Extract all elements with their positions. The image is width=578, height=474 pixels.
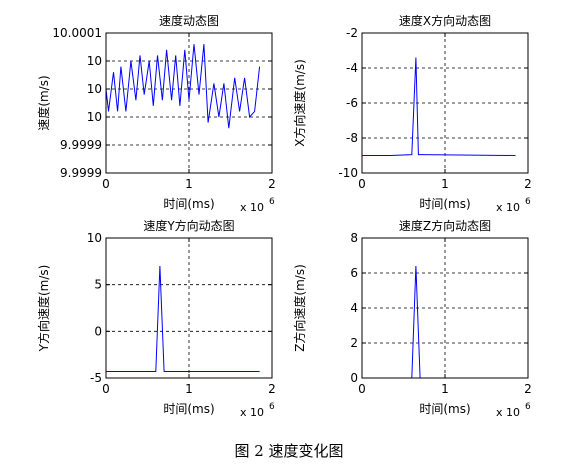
- y-tick-label: 10.0001: [52, 26, 102, 40]
- y-tick-label: -10: [338, 166, 358, 180]
- chart-title: 速度Y方向动态图: [143, 218, 234, 233]
- series-line-1: [362, 57, 516, 156]
- series-line-1: [106, 265, 260, 372]
- x-tick-label: 2: [268, 382, 276, 396]
- x-multiplier-exponent: 6: [269, 402, 275, 412]
- x-tick-label: 0: [102, 382, 110, 396]
- x-axis-label: 时间(ms): [419, 197, 470, 211]
- y-tick-label: 5: [94, 278, 102, 292]
- x-tick-label: 0: [358, 177, 366, 191]
- x-tick-label: 1: [441, 382, 449, 396]
- y-tick-label: 10: [87, 231, 102, 245]
- y-axis-label: 速度(m/s): [36, 75, 51, 130]
- x-multiplier-label: x 10: [240, 201, 264, 214]
- x-axis-label: 时间(ms): [163, 402, 214, 416]
- y-tick-label: 4: [350, 301, 358, 315]
- chart-title: 速度X方向动态图: [399, 13, 491, 28]
- x-tick-label: 2: [524, 382, 532, 396]
- y-tick-label: 6: [350, 266, 358, 280]
- y-axis-label: X方向速度(m/s): [292, 59, 307, 147]
- x-tick-label: 2: [268, 177, 276, 191]
- figure-caption: 图 2 速度变化图: [234, 442, 344, 460]
- chart-title: 速度动态图: [159, 13, 219, 28]
- y-tick-label: -8: [346, 131, 358, 145]
- x-tick-label: 1: [185, 177, 193, 191]
- y-tick-label: -2: [346, 26, 358, 40]
- x-axis-label: 时间(ms): [163, 197, 214, 211]
- y-tick-label: 8: [350, 231, 358, 245]
- y-tick-label: 10: [87, 54, 102, 68]
- y-tick-label: 2: [350, 336, 358, 350]
- x-tick-label: 0: [102, 177, 110, 191]
- x-multiplier-exponent: 6: [525, 197, 531, 207]
- y-tick-label: 0: [350, 371, 358, 385]
- x-multiplier-label: x 10: [496, 201, 520, 214]
- x-multiplier-label: x 10: [496, 406, 520, 419]
- y-tick-label: 9.9999: [60, 138, 102, 152]
- x-multiplier-exponent: 6: [269, 197, 275, 207]
- y-tick-label: -5: [90, 371, 102, 385]
- y-tick-label: 10: [87, 82, 102, 96]
- x-axis-label: 时间(ms): [419, 402, 470, 416]
- x-tick-label: 0: [358, 382, 366, 396]
- x-multiplier-label: x 10: [240, 406, 264, 419]
- x-tick-label: 1: [441, 177, 449, 191]
- y-axis-label: Y方向速度(m/s): [36, 265, 51, 353]
- series-line-1: [105, 44, 261, 129]
- y-tick-label: -4: [346, 61, 358, 75]
- y-tick-label: 10: [87, 110, 102, 124]
- x-tick-label: 1: [185, 382, 193, 396]
- y-axis-label: Z方向速度(m/s): [292, 264, 307, 352]
- y-tick-label: 9.9999: [60, 166, 102, 180]
- x-multiplier-exponent: 6: [525, 402, 531, 412]
- chart-title: 速度Z方向动态图: [399, 218, 491, 233]
- y-tick-label: -6: [346, 96, 358, 110]
- y-tick-label: 0: [94, 324, 102, 338]
- x-tick-label: 2: [524, 177, 532, 191]
